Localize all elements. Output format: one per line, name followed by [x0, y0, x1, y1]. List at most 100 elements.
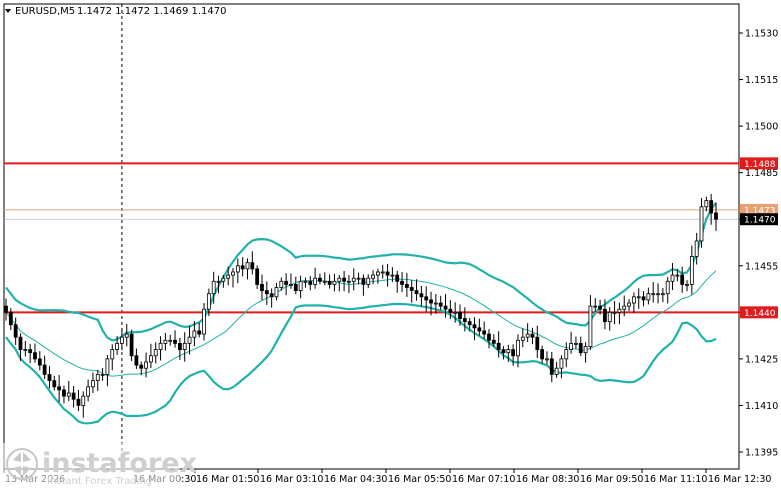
candle-body — [583, 346, 588, 354]
candle-body — [578, 342, 583, 354]
candle-body — [574, 342, 578, 345]
candle-body — [52, 380, 57, 388]
x-tick-label: 16 Mar 12:30 — [708, 474, 771, 485]
candle-body — [429, 299, 433, 304]
y-tick-label: 1.1410 — [745, 401, 778, 412]
candle-body — [322, 280, 327, 283]
candle-body — [23, 349, 28, 351]
candle-body — [535, 336, 540, 350]
candle-body — [656, 293, 660, 296]
symbol-dropdown-icon[interactable] — [5, 9, 11, 13]
candle-body — [264, 290, 269, 295]
candle-body — [607, 311, 612, 323]
candle-body — [675, 274, 680, 277]
candle-body — [704, 200, 709, 208]
candle-body — [28, 349, 33, 354]
candle-body — [462, 318, 467, 323]
candle-body — [458, 311, 462, 319]
candle-body — [641, 296, 646, 301]
candle-body — [86, 386, 91, 397]
candle-body — [612, 311, 617, 314]
candle-body — [631, 296, 636, 304]
candle-body — [636, 296, 641, 299]
candle-body — [197, 330, 202, 335]
y-tick-label: 1.1530 — [745, 29, 778, 40]
bollinger-middle — [5, 270, 717, 377]
candle-body — [680, 274, 685, 285]
candle-body — [13, 324, 18, 338]
candle-body — [361, 277, 366, 285]
candle-body — [235, 265, 240, 273]
candle-body — [110, 349, 115, 360]
candle-body — [714, 212, 718, 220]
candle-body — [274, 287, 279, 298]
candle-body — [709, 200, 714, 214]
candle-body — [342, 277, 346, 282]
y-tick-label: 1.1425 — [745, 354, 778, 365]
candle-body — [482, 330, 487, 335]
candle-body — [689, 256, 694, 285]
candle-body — [371, 274, 375, 279]
candle-body — [231, 271, 235, 276]
candle-body — [153, 349, 158, 357]
x-tick-label: 16 Mar 04:30 — [324, 474, 387, 485]
candle-body — [293, 283, 298, 292]
candle-body — [120, 336, 124, 344]
level-price-label: 1.1488 — [744, 160, 776, 170]
candle-body — [332, 280, 337, 285]
candle-body — [559, 358, 564, 369]
candle-body — [569, 342, 574, 350]
candles — [4, 193, 718, 418]
candle-body — [376, 271, 380, 276]
candle-body — [308, 280, 313, 285]
candle-body — [593, 305, 598, 308]
candle-body — [211, 280, 216, 295]
candle-body — [438, 302, 443, 307]
candle-body — [255, 268, 260, 285]
candle-body — [419, 293, 424, 298]
candle-body — [347, 280, 351, 283]
candle-body — [588, 305, 593, 347]
chart-frame — [3, 3, 740, 470]
bollinger-upper — [5, 201, 717, 342]
candle-body — [139, 364, 144, 369]
candle-body — [240, 265, 245, 270]
candle-body — [202, 308, 206, 335]
chart-area — [3, 3, 740, 470]
level-price-label: 1.1440 — [744, 309, 776, 319]
candle-body — [76, 398, 81, 406]
candle-body — [651, 293, 656, 296]
candle-body — [18, 336, 23, 350]
candle-body — [477, 327, 482, 332]
candle-body — [269, 293, 274, 298]
x-tick-label: 16 Mar 08:30 — [516, 474, 579, 485]
candle-body — [516, 339, 520, 357]
candle-body — [129, 333, 134, 357]
candle-body — [182, 342, 187, 350]
candle-body — [168, 339, 173, 342]
candle-body — [298, 280, 303, 292]
y-tick-label: 1.1485 — [745, 168, 778, 179]
ohlc-readout: 1.1472 1.1472 1.1469 1.1470 — [77, 6, 227, 17]
candle-body — [554, 367, 559, 375]
candle-body — [549, 358, 554, 375]
candle-body — [540, 349, 545, 360]
candle-body — [467, 321, 472, 326]
candle-body — [511, 349, 516, 357]
candle-body — [414, 290, 419, 295]
candle-body — [395, 274, 400, 282]
candle-body — [134, 355, 139, 366]
candle-body — [617, 308, 622, 313]
candle-body — [62, 389, 66, 397]
candle-body — [158, 342, 163, 350]
logo-emblem-icon — [6, 448, 38, 480]
candle-body — [303, 280, 308, 283]
candle-body — [91, 380, 95, 388]
logo-tagline: Instant Forex Trading — [47, 476, 152, 487]
candle-body — [487, 333, 491, 341]
candle-body — [206, 293, 211, 310]
candle-body — [115, 342, 119, 350]
candle-body — [245, 262, 250, 270]
candle-body — [670, 274, 675, 282]
